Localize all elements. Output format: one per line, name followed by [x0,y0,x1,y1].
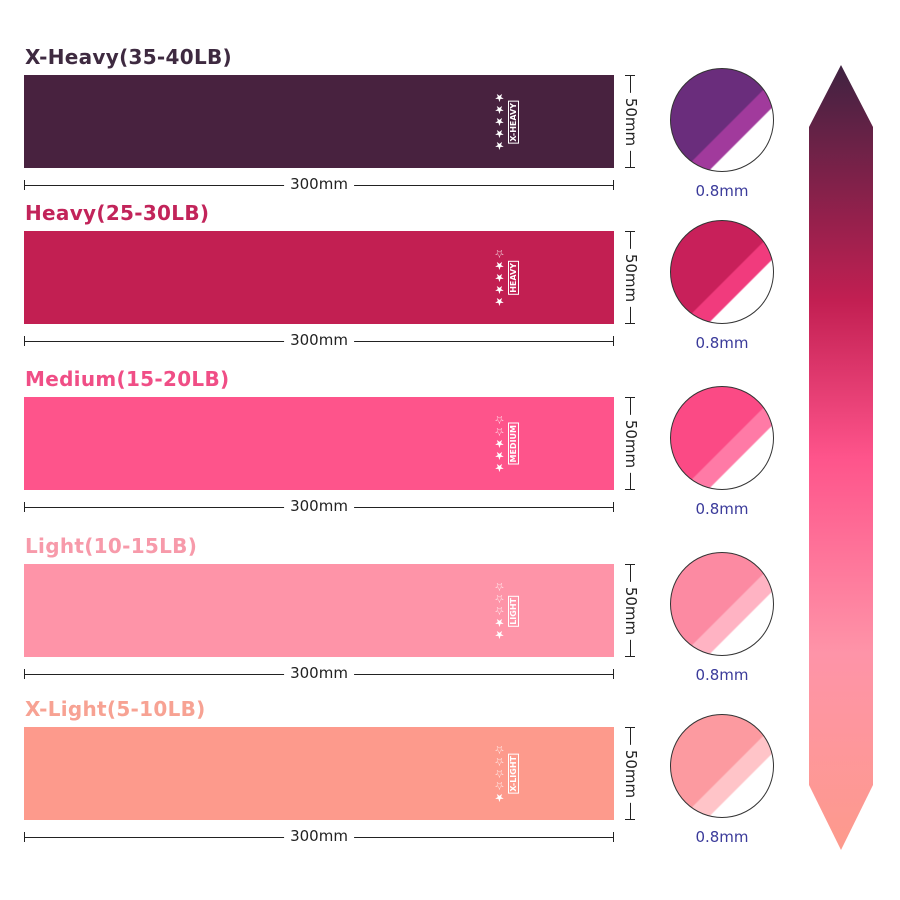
width-label: 50mm [622,581,640,640]
thickness-closeup [670,552,774,656]
band-title: Medium(15-20LB) [25,367,230,391]
band-label: ★★★★★ X-HEAVY [493,87,524,157]
length-dimension: 300mm [24,664,614,682]
thickness-label: 0.8mm [695,500,749,518]
thickness-closeup [670,386,774,490]
thickness-closeup [670,220,774,324]
width-label: 50mm [622,248,640,307]
thickness-closeup [670,68,774,172]
length-dimension: 300mm [24,175,614,193]
width-dimension: 50mm [622,231,640,324]
thickness-closeup [670,714,774,818]
length-label: 300mm [284,497,354,515]
thickness-label: 0.8mm [695,182,749,200]
band-tag: MEDIUM [508,423,519,465]
band-tag: LIGHT [508,595,519,627]
band-tag: X-HEAVY [508,100,519,144]
band-title: Light(10-15LB) [25,534,198,558]
length-label: 300mm [284,664,354,682]
band-title: X-Light(5-10LB) [25,697,206,721]
band-label: ★☆☆☆☆ X-LIGHT [493,739,524,809]
length-label: 300mm [284,175,354,193]
width-label: 50mm [622,414,640,473]
resistance-band: ★★★★★ X-HEAVY [24,75,614,168]
width-dimension: 50mm [622,397,640,490]
width-label: 50mm [622,92,640,151]
band-label: ★★★☆☆ MEDIUM [493,409,524,479]
scale-bottom-label-1: X- [873,763,900,781]
star-rating-icon: ★★★★★ [493,92,506,152]
band-label: ★★★★☆ HEAVY [493,243,524,313]
resistance-band: ★★★☆☆ MEDIUM [24,397,614,490]
band-tag: X-LIGHT [508,754,519,794]
length-label: 300mm [284,331,354,349]
resistance-band: ★★★★☆ HEAVY [24,231,614,324]
length-label: 300mm [284,827,354,845]
band-label: ★★☆☆☆ LIGHT [493,576,524,646]
resistance-band: ★★☆☆☆ LIGHT [24,564,614,657]
width-dimension: 50mm [622,727,640,820]
band-title: X-Heavy(35-40LB) [25,45,232,69]
band-title: Heavy(25-30LB) [25,201,210,225]
scale-top-label-2: HEAVY [881,122,900,138]
thickness-label: 0.8mm [695,828,749,846]
band-tag: HEAVY [508,261,519,295]
width-label: 50mm [622,744,640,803]
scale-top-label-1: X- [873,103,900,121]
width-dimension: 50mm [622,75,640,168]
length-dimension: 300mm [24,827,614,845]
star-rating-icon: ★★☆☆☆ [493,581,506,641]
star-rating-icon: ★★★★☆ [493,248,506,308]
width-dimension: 50mm [622,564,640,657]
scale-arrow-shape [809,65,873,850]
star-rating-icon: ★☆☆☆☆ [493,744,506,804]
resistance-scale-arrow: X- HEAVY X- LIGHT [809,65,900,850]
star-rating-icon: ★★★☆☆ [493,414,506,474]
length-dimension: 300mm [24,331,614,349]
length-dimension: 300mm [24,497,614,515]
resistance-band: ★☆☆☆☆ X-LIGHT [24,727,614,820]
thickness-label: 0.8mm [695,666,749,684]
scale-bottom-label-2: LIGHT [884,782,900,798]
thickness-label: 0.8mm [695,334,749,352]
